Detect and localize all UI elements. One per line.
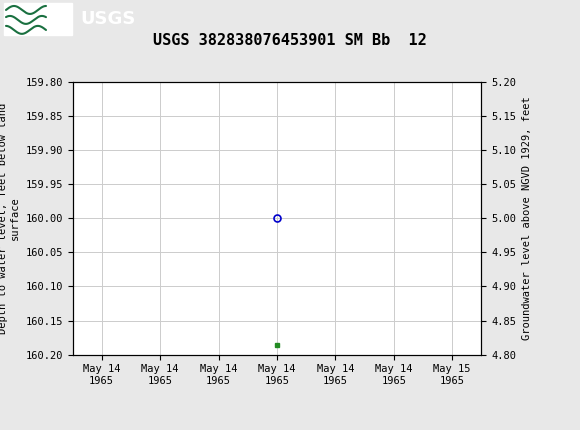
Y-axis label: Groundwater level above NGVD 1929, feet: Groundwater level above NGVD 1929, feet bbox=[521, 96, 532, 340]
Text: USGS: USGS bbox=[80, 10, 135, 28]
Y-axis label: Depth to water level, feet below land
surface: Depth to water level, feet below land su… bbox=[0, 103, 20, 334]
Bar bbox=[4, 3, 72, 35]
Text: USGS 382838076453901 SM Bb  12: USGS 382838076453901 SM Bb 12 bbox=[153, 34, 427, 48]
